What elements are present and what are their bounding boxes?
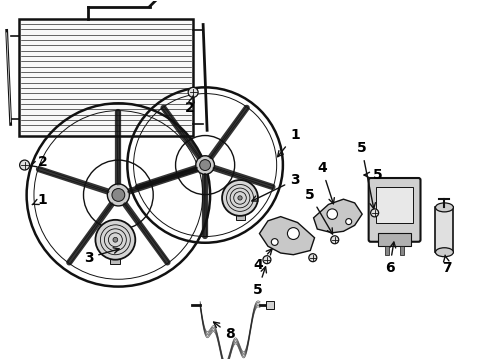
Text: 5: 5 (364, 168, 383, 182)
Circle shape (188, 87, 198, 97)
Text: 2: 2 (185, 96, 195, 115)
Bar (376, 187, 413, 223)
Polygon shape (314, 199, 362, 233)
Ellipse shape (436, 203, 453, 212)
Circle shape (113, 237, 118, 242)
Text: 1: 1 (32, 193, 48, 207)
Circle shape (222, 180, 258, 216)
Bar (110, 222, 121, 229)
Text: 7: 7 (442, 255, 452, 275)
Circle shape (96, 220, 135, 260)
Text: 6: 6 (385, 242, 396, 275)
Bar (110, 257, 121, 264)
Circle shape (20, 160, 29, 170)
Circle shape (196, 156, 215, 174)
Text: 4: 4 (253, 249, 272, 272)
Text: 8: 8 (214, 322, 235, 341)
Text: 2: 2 (31, 155, 48, 169)
Text: 5: 5 (253, 267, 267, 297)
Circle shape (288, 228, 299, 239)
FancyBboxPatch shape (368, 178, 420, 242)
Circle shape (346, 219, 352, 225)
Circle shape (112, 189, 125, 201)
Circle shape (327, 209, 338, 219)
Bar (266, 301, 274, 309)
Text: 5: 5 (305, 188, 333, 234)
Bar (436, 207, 453, 252)
Bar (19, 19, 193, 136)
Text: 3: 3 (84, 248, 119, 265)
Text: 5: 5 (357, 141, 375, 209)
Circle shape (370, 209, 379, 217)
Bar (236, 182, 245, 188)
Circle shape (309, 254, 317, 262)
Text: 3: 3 (252, 173, 300, 201)
Circle shape (199, 159, 211, 171)
Circle shape (331, 236, 339, 244)
Circle shape (107, 184, 129, 206)
Bar (400, 246, 404, 255)
Circle shape (263, 256, 271, 264)
Bar (378, 233, 411, 246)
Bar (236, 214, 245, 220)
Text: 4: 4 (317, 161, 334, 204)
Polygon shape (260, 217, 315, 255)
Circle shape (271, 239, 278, 246)
Circle shape (238, 196, 242, 200)
Bar (386, 246, 390, 255)
Ellipse shape (436, 248, 453, 257)
Text: 1: 1 (278, 128, 300, 157)
